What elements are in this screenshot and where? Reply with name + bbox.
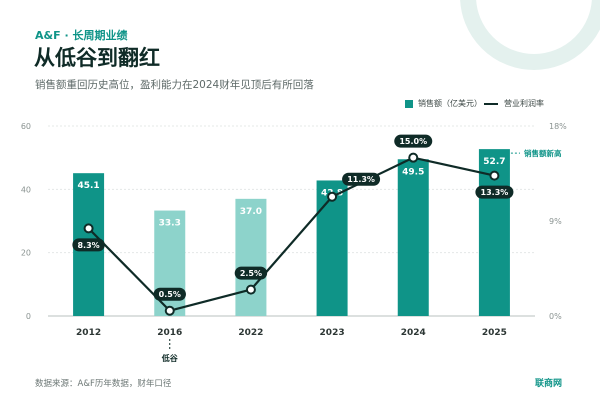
margin-label-pill (234, 266, 268, 280)
low-annotation-label: 低谷 (161, 353, 179, 363)
legend-line-swatch (484, 102, 498, 105)
margin-point (164, 305, 175, 316)
margin-label-pill (394, 134, 433, 148)
x-tick-label: 2024 (401, 328, 426, 338)
x-tick-label: 2023 (320, 328, 345, 338)
y-left-tick-label: 60 (21, 122, 31, 131)
margin-value-label: 0.5% (159, 290, 181, 299)
margin-value-label: 8.3% (77, 241, 99, 250)
margin-point (408, 152, 419, 163)
margin-value-label: 2.5% (240, 269, 262, 278)
bar-value-label: 45.1 (77, 181, 99, 191)
y-left-tick-label: 20 (21, 249, 31, 258)
legend-sales: 销售额（亿美元） (405, 98, 482, 109)
brand-logo: 联商网 (534, 379, 562, 389)
x-tick-label: 2012 (76, 328, 101, 338)
y-right-tick-label: 9% (549, 217, 562, 226)
margin-label-pill (475, 185, 514, 199)
x-tick-label: 2025 (482, 328, 507, 338)
margin-value-label: 13.3% (481, 188, 509, 197)
y-left-tick-label: 40 (21, 185, 31, 194)
margin-point (245, 284, 256, 295)
bar (235, 198, 267, 316)
y-left-tick-label: 0 (26, 312, 31, 321)
margin-point (83, 223, 94, 234)
margin-line (87, 156, 495, 312)
bar-value-label: 37.0 (240, 207, 262, 217)
legend-bar-label: 销售额（亿美元） (418, 99, 482, 108)
x-tick-label: 2016 (157, 328, 182, 338)
bar-value-label: 49.5 (402, 167, 424, 177)
bar (397, 159, 429, 316)
legend-line-label: 营业利润率 (504, 99, 544, 108)
kicker: A&F · 长周期业绩 (35, 29, 128, 42)
subtitle: 销售额重回历史高位，盈利能力在2024财年见顶后有所回落 (35, 79, 314, 91)
margin-point (489, 170, 500, 181)
x-tick-label: 2022 (238, 328, 263, 338)
page-title: 从低谷到翻红 (34, 46, 160, 70)
bar-value-label: 33.3 (159, 219, 181, 229)
legend-bar-swatch (405, 99, 413, 108)
bar (316, 180, 348, 316)
legend-margin: 营业利润率 (484, 98, 544, 109)
y-right-tick-label: 0% (549, 312, 562, 321)
high-annotation-label: 销售额新高 (524, 148, 562, 158)
margin-value-label: 11.3% (347, 175, 375, 184)
margin-value-label: 15.0% (399, 137, 427, 146)
margin-point (327, 191, 338, 202)
source-note: 数据来源：A&F历年数据，财年口径 (35, 379, 172, 389)
y-right-tick-label: 18% (549, 122, 567, 131)
margin-label-pill (72, 238, 105, 252)
bar-value-label: 52.7 (483, 157, 505, 167)
margin-label-pill (153, 287, 186, 301)
margin-label-pill (342, 172, 381, 186)
